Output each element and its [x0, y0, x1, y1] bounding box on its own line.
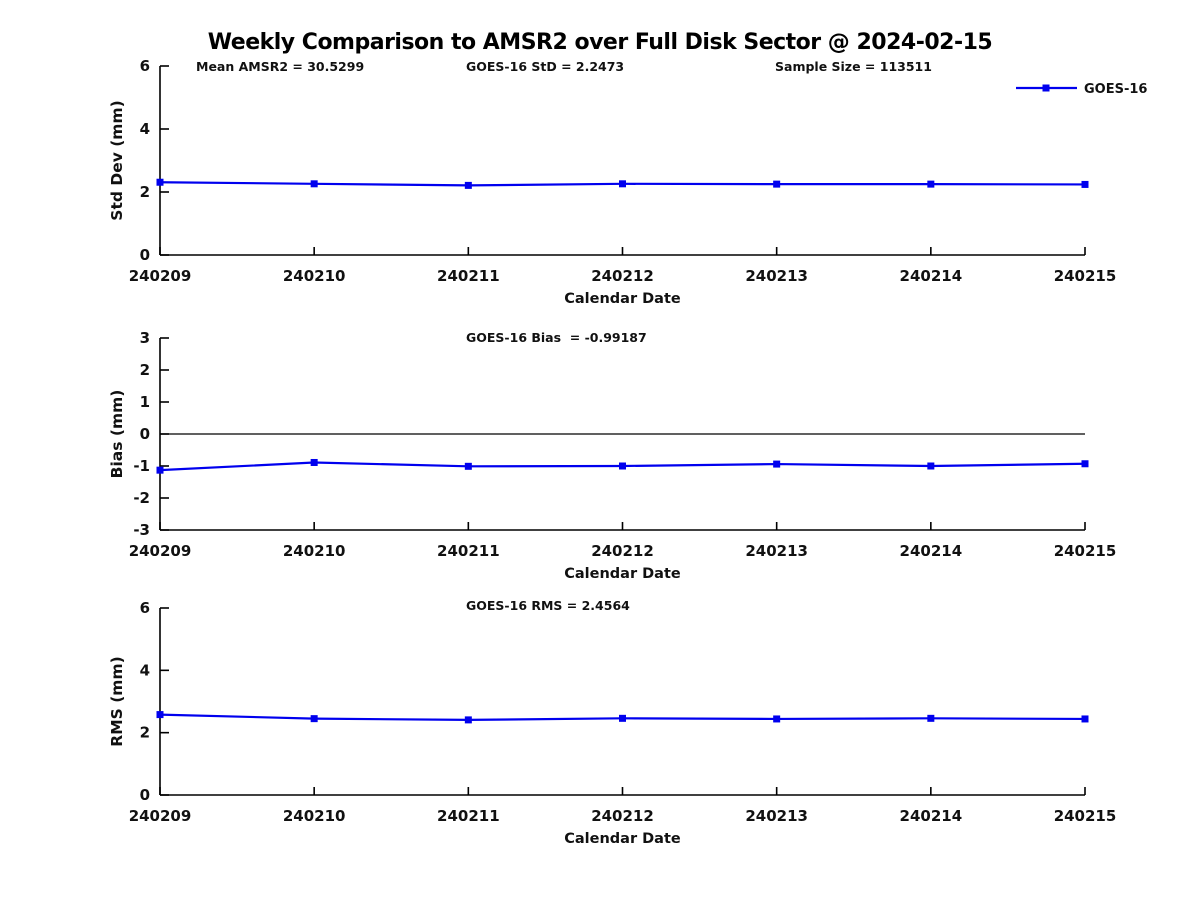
y-axis-title: Bias (mm) — [108, 390, 126, 479]
data-point-marker — [156, 178, 164, 186]
y-tick-label: 2 — [140, 361, 150, 379]
data-point-marker — [464, 462, 472, 470]
x-tick-label: 240209 — [129, 542, 192, 560]
x-tick-label: 240212 — [591, 542, 654, 560]
y-tick-label: 4 — [140, 661, 150, 679]
x-tick-label: 240214 — [900, 267, 963, 285]
data-point-marker — [927, 180, 935, 188]
figure-title: Weekly Comparison to AMSR2 over Full Dis… — [207, 30, 993, 55]
y-tick-label: 2 — [140, 183, 150, 201]
x-tick-label: 240214 — [900, 807, 963, 825]
x-axis-title: Calendar Date — [564, 291, 681, 307]
x-tick-label: 240212 — [591, 267, 654, 285]
stat-annotation: GOES-16 StD = 2.2473 — [466, 59, 624, 74]
data-point-marker — [464, 716, 472, 724]
y-tick-label: 0 — [140, 786, 150, 804]
data-point-marker — [310, 180, 318, 188]
data-point-marker — [927, 462, 935, 470]
y-tick-label: 0 — [140, 246, 150, 264]
x-tick-label: 240215 — [1054, 807, 1117, 825]
y-tick-label: 4 — [140, 120, 150, 138]
stat-annotation: Mean AMSR2 = 30.5299 — [196, 59, 364, 74]
data-point-marker — [1081, 460, 1089, 468]
x-tick-label: 240213 — [745, 542, 808, 560]
data-point-marker — [773, 715, 781, 723]
data-point-marker — [619, 714, 626, 722]
data-point-marker — [619, 462, 626, 470]
x-tick-label: 240215 — [1054, 542, 1117, 560]
data-point-marker — [619, 180, 626, 188]
x-tick-label: 240213 — [745, 807, 808, 825]
y-tick-label: -1 — [133, 457, 150, 475]
x-tick-label: 240210 — [283, 807, 346, 825]
y-tick-label: -3 — [133, 521, 150, 539]
stat-annotation: GOES-16 Bias = -0.99187 — [466, 330, 647, 345]
x-axis-title: Calendar Date — [564, 566, 681, 582]
legend-label: GOES-16 — [1084, 82, 1147, 97]
x-tick-label: 240214 — [900, 542, 963, 560]
data-point-marker — [1081, 180, 1089, 188]
x-tick-label: 240209 — [129, 807, 192, 825]
x-tick-label: 240209 — [129, 267, 192, 285]
y-tick-label: 2 — [140, 724, 150, 742]
x-tick-label: 240210 — [283, 267, 346, 285]
y-tick-label: -2 — [133, 489, 150, 507]
y-tick-label: 0 — [140, 425, 150, 443]
data-point-marker — [310, 715, 318, 723]
x-tick-label: 240212 — [591, 807, 654, 825]
y-tick-label: 1 — [140, 393, 150, 411]
y-tick-label: 3 — [140, 329, 150, 347]
stat-annotation: GOES-16 RMS = 2.4564 — [466, 598, 630, 613]
x-tick-label: 240213 — [745, 267, 808, 285]
y-axis-title: RMS (mm) — [108, 656, 126, 746]
data-point-marker — [773, 460, 781, 468]
stat-annotation: Sample Size = 113511 — [775, 59, 932, 74]
data-point-marker — [927, 714, 935, 722]
data-point-marker — [773, 180, 781, 188]
data-point-marker — [1081, 715, 1089, 723]
y-tick-label: 6 — [140, 599, 150, 617]
y-tick-label: 6 — [140, 57, 150, 75]
x-tick-label: 240211 — [437, 807, 500, 825]
data-point-marker — [156, 711, 164, 719]
x-tick-label: 240215 — [1054, 267, 1117, 285]
data-point-marker — [156, 466, 164, 474]
y-axis-title: Std Dev (mm) — [108, 100, 126, 220]
data-point-marker — [310, 458, 318, 466]
data-point-marker — [464, 181, 472, 189]
x-tick-label: 240210 — [283, 542, 346, 560]
x-tick-label: 240211 — [437, 267, 500, 285]
x-axis-title: Calendar Date — [564, 831, 681, 847]
x-tick-label: 240211 — [437, 542, 500, 560]
legend-marker-icon — [1042, 84, 1050, 92]
